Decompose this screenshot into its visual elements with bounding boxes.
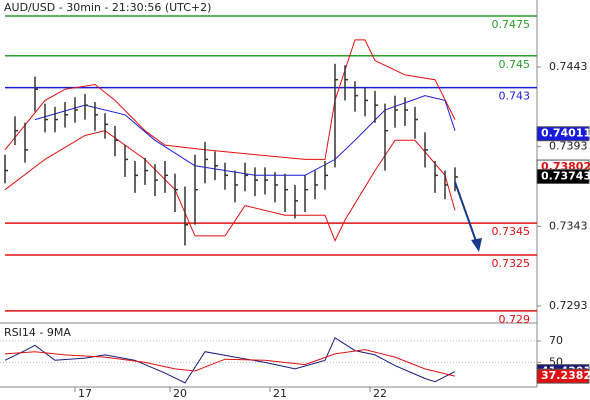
level-label: 0.7325	[492, 257, 531, 270]
price-label: 0.73743	[541, 169, 590, 182]
level-label: 0.745	[499, 58, 531, 71]
rsi-title: RSI14 - 9MA	[4, 326, 71, 339]
chart-title: AUD/USD - 30min - 21:30:56 (UTC+2)	[4, 1, 211, 14]
x-tick-label: 22	[373, 387, 387, 400]
price-label: 37.2382	[541, 369, 590, 382]
level-label: 0.729	[499, 313, 531, 326]
level-label: 0.7345	[492, 225, 531, 238]
price-label-box	[536, 168, 590, 184]
y-tick-label: 0.7443	[549, 60, 588, 73]
indicator-line	[4, 39, 456, 160]
price-label-box	[536, 368, 590, 384]
y-tick-label: 0.7293	[549, 299, 588, 312]
indicator-line	[4, 337, 456, 384]
x-tick-label: 17	[78, 387, 92, 400]
x-tick-label: 20	[173, 387, 187, 400]
price-label-box	[536, 126, 590, 142]
y-tick-label: 70	[549, 334, 563, 347]
indicator-line	[4, 349, 456, 377]
y-tick-label: 0.7393	[549, 140, 588, 153]
indicator-line	[4, 130, 456, 242]
price-label: 0.74011	[541, 127, 590, 140]
level-label: 0.7475	[492, 18, 531, 31]
x-tick-label: 21	[273, 387, 287, 400]
indicator-line	[34, 95, 456, 176]
forecast-arrow	[454, 181, 478, 245]
y-tick-label: 0.7343	[549, 219, 588, 232]
title-bg	[0, 0, 200, 15]
forecast-arrowhead	[471, 238, 482, 252]
level-label: 0.743	[499, 90, 531, 103]
